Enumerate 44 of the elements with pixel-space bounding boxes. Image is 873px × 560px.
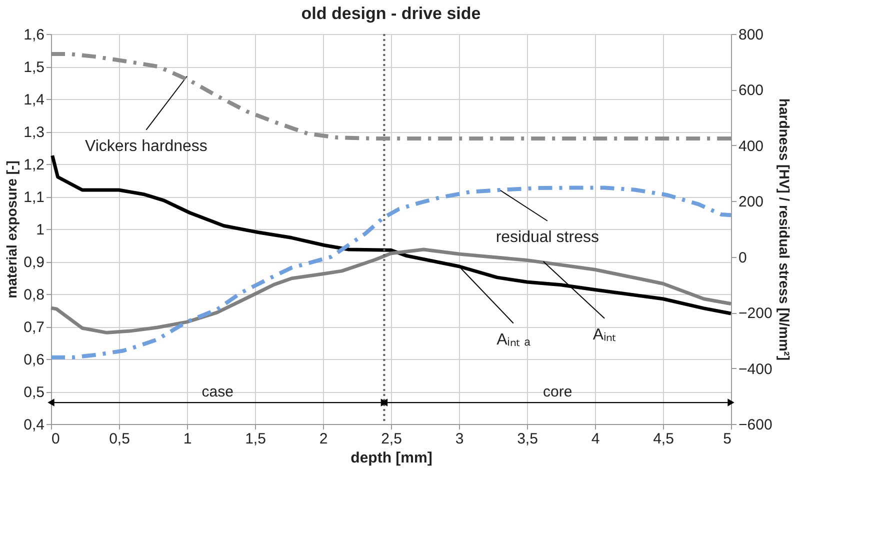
y-tick-label: 1,2 xyxy=(24,156,44,174)
y2-tick-label: 800 xyxy=(738,26,764,44)
x-tick-label: 0 xyxy=(52,430,60,448)
y-tick-label: 1,6 xyxy=(24,26,44,44)
y-tick-label: 1,4 xyxy=(24,92,44,108)
annotation: residual stress xyxy=(496,229,599,246)
x-axis-title: depth [mm] xyxy=(350,450,432,466)
y2-tick-label: 400 xyxy=(738,138,764,155)
y2-tick-label: −400 xyxy=(738,360,772,378)
x-tick-label: 2,5 xyxy=(381,430,402,448)
y-tick-label: 0,7 xyxy=(24,319,44,336)
y-tick-label: 0,6 xyxy=(24,352,44,368)
annotation: Vickers hardness xyxy=(84,138,208,155)
y-tick-label: 1,1 xyxy=(24,189,44,206)
y2-tick-label: −600 xyxy=(738,416,772,434)
x-tick-label: 2 xyxy=(319,430,328,448)
line-series xyxy=(49,186,733,360)
y-tick-label: 0,5 xyxy=(24,384,44,401)
y2-tick-label: 600 xyxy=(738,82,764,100)
y2-axis-title: hardness [HV] / residual stress [N/mm²] xyxy=(776,98,792,361)
annotation: Aᵢₙₜ ₐ xyxy=(496,331,532,348)
x-tick-label: 4,5 xyxy=(653,430,674,448)
y-tick-label: 0,4 xyxy=(24,416,44,434)
annotation: core xyxy=(543,384,572,401)
x-tick-label: 5 xyxy=(723,430,732,448)
y-tick-label: 1,5 xyxy=(24,59,44,76)
y-tick-label: 0,8 xyxy=(24,286,44,304)
y2-tick-label: −200 xyxy=(738,305,772,322)
x-tick-label: 3 xyxy=(455,430,464,448)
y2-tick-label: 200 xyxy=(738,194,764,211)
y-tick-label: 0,9 xyxy=(24,254,44,271)
chart-title: old design - drive side xyxy=(301,4,481,23)
x-tick-label: 4 xyxy=(591,430,600,448)
x-tick-label: 3,5 xyxy=(517,430,538,448)
y-axis-title: material exposure [-] xyxy=(4,160,20,298)
annotation: case xyxy=(202,384,234,401)
annotation: Aᵢₙₜ xyxy=(592,326,616,344)
line-series xyxy=(49,52,733,140)
x-tick-label: 1,5 xyxy=(245,430,266,448)
x-tick-label: 1 xyxy=(183,430,192,448)
y2-tick-label: 0 xyxy=(738,249,747,266)
y-tick-label: 1 xyxy=(36,222,44,238)
x-tick-label: 0,5 xyxy=(109,430,130,448)
y-tick-label: 1,3 xyxy=(24,124,44,141)
